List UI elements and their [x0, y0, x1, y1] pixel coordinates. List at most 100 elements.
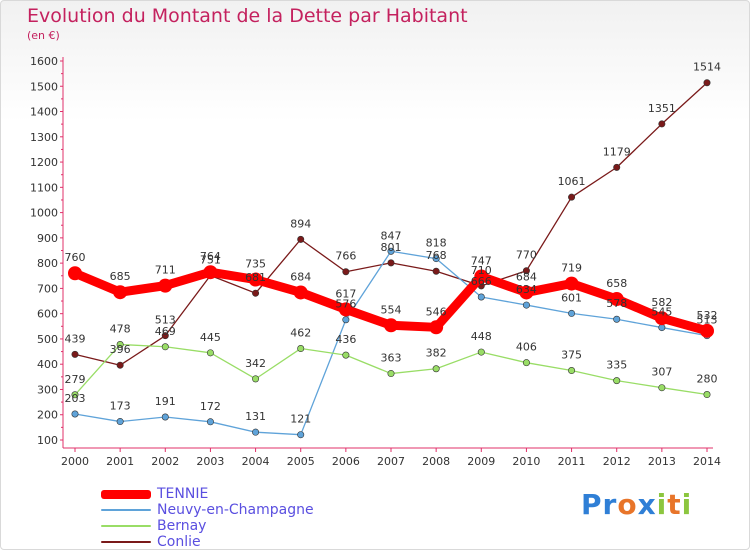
- legend-swatch-bernay: [101, 525, 151, 527]
- data-point: [700, 323, 714, 338]
- data-label: 685: [110, 270, 131, 283]
- data-label: 847: [381, 229, 402, 242]
- data-point: [564, 276, 579, 291]
- x-tick-label: 2010: [512, 455, 540, 468]
- data-label: 764: [200, 250, 221, 263]
- data-point: [384, 318, 398, 333]
- data-point: [429, 320, 444, 335]
- data-label: 406: [516, 341, 537, 354]
- chart-unit: (en €): [27, 29, 60, 42]
- chart-title: Evolution du Montant de la Dette par Hab…: [27, 5, 468, 27]
- data-point: [252, 428, 260, 436]
- x-tick-label: 2005: [287, 455, 315, 468]
- data-point: [519, 285, 534, 300]
- data-point: [206, 349, 214, 357]
- data-point: [432, 267, 440, 275]
- chart-legend: TENNIE Neuvy-en-Champagne Bernay Conlie: [101, 486, 314, 550]
- logo-letter: P: [581, 488, 603, 521]
- data-point: [161, 332, 169, 340]
- x-tick-label: 2014: [693, 455, 721, 468]
- legend-label-neuvy: Neuvy-en-Champagne: [157, 502, 314, 518]
- data-point: [568, 367, 576, 375]
- data-point: [71, 410, 79, 418]
- x-tick-label: 2001: [106, 455, 134, 468]
- legend-item-bernay: Bernay: [101, 518, 314, 534]
- data-label: 578: [606, 297, 627, 310]
- legend-item-tennie: TENNIE: [101, 486, 314, 502]
- x-tick-label: 2011: [558, 455, 586, 468]
- data-label: 894: [290, 217, 311, 230]
- data-label: 121: [290, 413, 311, 426]
- x-tick-label: 2013: [648, 455, 676, 468]
- data-point: [252, 375, 260, 383]
- data-point: [613, 377, 621, 385]
- data-label: 546: [426, 305, 447, 318]
- data-label: 634: [516, 283, 537, 296]
- data-label: 719: [561, 262, 582, 275]
- data-point: [387, 370, 395, 378]
- data-label: 1351: [648, 102, 676, 115]
- y-tick-label: 1100: [30, 181, 58, 194]
- data-point: [116, 418, 124, 426]
- data-point: [613, 163, 621, 171]
- data-point: [248, 272, 263, 287]
- proxiti-logo: Proxiti: [581, 488, 692, 521]
- data-label: 710: [471, 264, 492, 277]
- data-point: [568, 309, 576, 317]
- data-point: [203, 265, 218, 280]
- data-label: 711: [155, 264, 176, 277]
- x-tick-label: 2008: [422, 455, 450, 468]
- data-point: [161, 413, 169, 421]
- data-label: 601: [561, 291, 582, 304]
- logo-letter: x: [637, 488, 657, 521]
- data-label: 747: [471, 255, 492, 268]
- data-point: [297, 235, 305, 243]
- data-point: [703, 79, 711, 87]
- data-label: 617: [335, 287, 356, 300]
- data-label: 172: [200, 400, 221, 413]
- data-point: [206, 418, 214, 426]
- x-tick-label: 2002: [151, 455, 179, 468]
- legend-label-conlie: Conlie: [157, 534, 201, 550]
- logo-letter: i: [681, 488, 693, 521]
- data-point: [568, 193, 576, 201]
- y-tick-label: 1300: [30, 131, 58, 144]
- data-label: 666: [471, 275, 492, 288]
- data-point: [387, 259, 395, 267]
- data-point: [654, 311, 669, 326]
- logo-letter: i: [656, 488, 668, 521]
- legend-label-bernay: Bernay: [157, 518, 207, 534]
- x-tick-label: 2003: [196, 455, 224, 468]
- data-label: 768: [426, 249, 447, 262]
- data-label: 363: [381, 352, 402, 365]
- data-label: 131: [245, 410, 266, 423]
- data-label: 191: [155, 395, 176, 408]
- data-label: 279: [65, 373, 86, 386]
- data-label: 335: [606, 359, 627, 372]
- data-point: [474, 269, 489, 284]
- data-label: 448: [471, 330, 492, 343]
- data-point: [113, 285, 128, 300]
- data-point: [71, 350, 79, 358]
- data-label: 751: [200, 254, 221, 267]
- x-tick-label: 2004: [242, 455, 270, 468]
- y-tick-label: 700: [37, 282, 58, 295]
- data-point: [342, 351, 350, 359]
- data-point: [477, 293, 485, 301]
- data-label: 818: [426, 237, 447, 250]
- logo-letter: o: [617, 488, 638, 521]
- x-tick-label: 2009: [467, 455, 495, 468]
- data-point: [522, 301, 530, 309]
- data-point: [71, 391, 79, 399]
- data-label: 513: [155, 314, 176, 327]
- legend-item-neuvy: Neuvy-en-Champagne: [101, 502, 314, 518]
- data-point: [609, 292, 624, 307]
- data-point: [658, 120, 666, 128]
- data-point: [116, 361, 124, 369]
- data-label: 513: [697, 314, 718, 327]
- data-label: 445: [200, 331, 221, 344]
- y-tick-label: 1200: [30, 156, 58, 169]
- data-point: [387, 247, 395, 255]
- data-point: [158, 278, 173, 293]
- data-label: 1179: [603, 145, 631, 158]
